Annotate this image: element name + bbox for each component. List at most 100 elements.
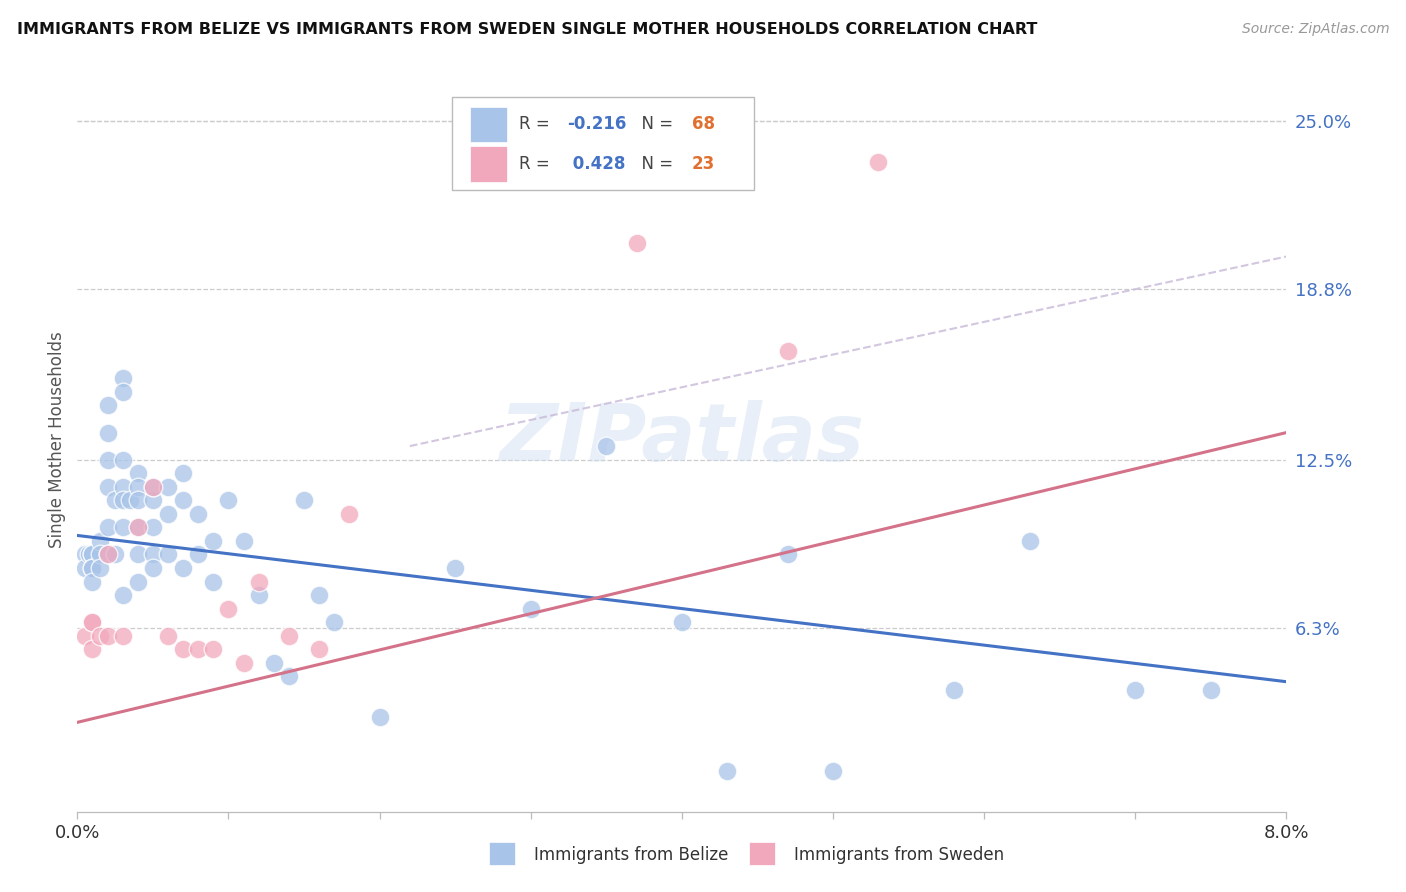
Point <box>823 764 845 778</box>
Point <box>626 235 648 250</box>
Point <box>142 561 165 575</box>
Point <box>127 520 149 534</box>
Point <box>1125 682 1147 697</box>
Point <box>187 548 209 562</box>
Point <box>172 642 194 657</box>
Point <box>595 439 617 453</box>
Point <box>172 493 194 508</box>
Point <box>157 507 180 521</box>
Point <box>202 533 225 548</box>
Text: -0.216: -0.216 <box>567 115 627 134</box>
Point <box>943 682 966 697</box>
Point <box>96 548 118 562</box>
Point <box>157 480 180 494</box>
Point <box>96 425 118 440</box>
Point <box>111 452 134 467</box>
Text: Immigrants from Belize: Immigrants from Belize <box>534 846 728 863</box>
Point <box>142 548 165 562</box>
Point <box>157 629 180 643</box>
Point <box>82 548 104 562</box>
Text: ZIPatlas: ZIPatlas <box>499 401 865 478</box>
Point <box>89 629 111 643</box>
Point <box>308 588 330 602</box>
Text: Source: ZipAtlas.com: Source: ZipAtlas.com <box>1241 22 1389 37</box>
Point <box>120 493 142 508</box>
Point <box>96 452 118 467</box>
Point <box>111 480 134 494</box>
Text: Immigrants from Sweden: Immigrants from Sweden <box>794 846 1004 863</box>
Point <box>73 548 96 562</box>
Point <box>127 466 149 480</box>
Point <box>671 615 693 629</box>
Point <box>1199 682 1222 697</box>
Point <box>142 520 165 534</box>
Point <box>292 493 315 508</box>
Text: R =: R = <box>519 155 555 173</box>
Point <box>111 629 134 643</box>
Point <box>127 493 149 508</box>
Point <box>339 507 360 521</box>
Point <box>96 399 118 413</box>
Text: 23: 23 <box>692 155 714 173</box>
Point <box>142 493 165 508</box>
Point <box>187 507 209 521</box>
Point <box>142 480 165 494</box>
Point <box>323 615 346 629</box>
Text: IMMIGRANTS FROM BELIZE VS IMMIGRANTS FROM SWEDEN SINGLE MOTHER HOUSEHOLDS CORREL: IMMIGRANTS FROM BELIZE VS IMMIGRANTS FRO… <box>17 22 1038 37</box>
Point <box>96 629 118 643</box>
Point <box>127 480 149 494</box>
Point <box>172 466 194 480</box>
Point <box>263 656 285 670</box>
Point <box>127 548 149 562</box>
Point <box>142 480 165 494</box>
Point <box>127 520 149 534</box>
Point <box>202 574 225 589</box>
FancyBboxPatch shape <box>470 106 506 143</box>
Point <box>79 548 101 562</box>
Point <box>232 656 254 670</box>
Point <box>82 561 104 575</box>
Point <box>716 764 738 778</box>
Point <box>82 574 104 589</box>
Point <box>111 493 134 508</box>
Text: R =: R = <box>519 115 555 134</box>
Point <box>111 520 134 534</box>
Point <box>278 669 301 683</box>
Point <box>1018 533 1040 548</box>
Text: 68: 68 <box>692 115 714 134</box>
Point <box>89 561 111 575</box>
Point <box>111 371 134 385</box>
Point <box>73 629 96 643</box>
Point <box>520 601 543 615</box>
Y-axis label: Single Mother Households: Single Mother Households <box>48 331 66 548</box>
Point <box>187 642 209 657</box>
Point <box>157 548 180 562</box>
Point <box>82 561 104 575</box>
Point <box>172 561 194 575</box>
Point <box>776 344 799 359</box>
Point <box>104 548 127 562</box>
Text: N =: N = <box>631 115 679 134</box>
Point <box>104 493 127 508</box>
Text: 0.428: 0.428 <box>567 155 626 173</box>
Point <box>111 588 134 602</box>
Point <box>278 629 301 643</box>
FancyBboxPatch shape <box>470 146 506 182</box>
Point <box>218 493 240 508</box>
Point <box>96 548 118 562</box>
Point <box>96 520 118 534</box>
Point <box>96 480 118 494</box>
FancyBboxPatch shape <box>453 96 755 190</box>
Point <box>368 710 391 724</box>
Point <box>444 561 467 575</box>
Point <box>127 574 149 589</box>
Point <box>82 615 104 629</box>
Point <box>776 548 799 562</box>
Point <box>218 601 240 615</box>
Point <box>111 384 134 399</box>
Point <box>247 588 270 602</box>
Text: N =: N = <box>631 155 679 173</box>
Point <box>202 642 225 657</box>
Point <box>308 642 330 657</box>
Point <box>89 548 111 562</box>
